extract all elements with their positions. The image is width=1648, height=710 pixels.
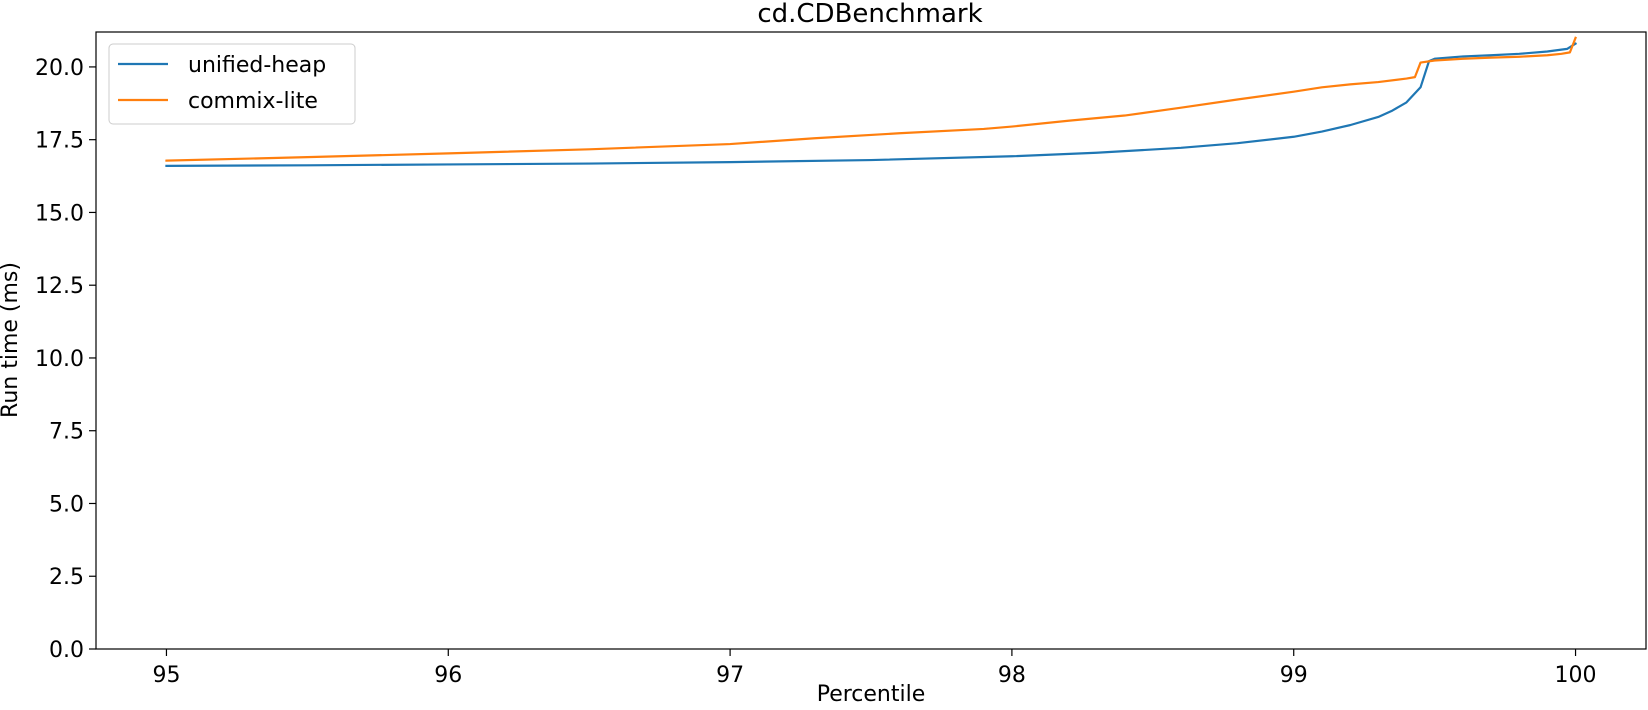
y-tick-label: 2.5 <box>49 565 84 590</box>
legend-label-commix-lite: commix-lite <box>188 89 318 114</box>
x-tick-label: 97 <box>716 663 744 688</box>
x-tick-label: 98 <box>998 663 1026 688</box>
y-tick-label: 10.0 <box>35 347 84 372</box>
y-tick-label: 12.5 <box>35 274 84 299</box>
y-tick-label: 15.0 <box>35 201 84 226</box>
legend: unified-heap commix-lite <box>108 43 356 125</box>
series-line-unified-heap <box>165 42 1578 167</box>
plot-area <box>95 31 1647 650</box>
x-tick-label: 99 <box>1280 663 1308 688</box>
legend-label-unified-heap: unified-heap <box>188 53 326 78</box>
x-tick-label: 95 <box>152 663 180 688</box>
x-tick-label: 96 <box>434 663 462 688</box>
y-tick-label: 20.0 <box>35 56 84 81</box>
chart-title: cd.CDBenchmark <box>757 0 982 29</box>
x-axis-label: Percentile <box>817 682 926 707</box>
y-tick-label: 17.5 <box>35 129 84 154</box>
y-axis-label: Run time (ms) <box>0 262 23 418</box>
x-tick-label: 100 <box>1555 663 1597 688</box>
y-axis: 0.0 2.5 5.0 7.5 10.0 12.5 15.0 17.5 20.0 <box>35 56 96 663</box>
axes-frame <box>95 31 1647 650</box>
series-line-commix-lite <box>165 36 1577 162</box>
x-axis: 95 96 97 98 99 100 <box>152 649 1597 688</box>
legend-box <box>108 43 356 125</box>
y-tick-label: 7.5 <box>49 420 84 445</box>
y-tick-label: 5.0 <box>49 492 84 517</box>
y-tick-label: 0.0 <box>49 638 84 663</box>
series-layer <box>165 36 1578 167</box>
